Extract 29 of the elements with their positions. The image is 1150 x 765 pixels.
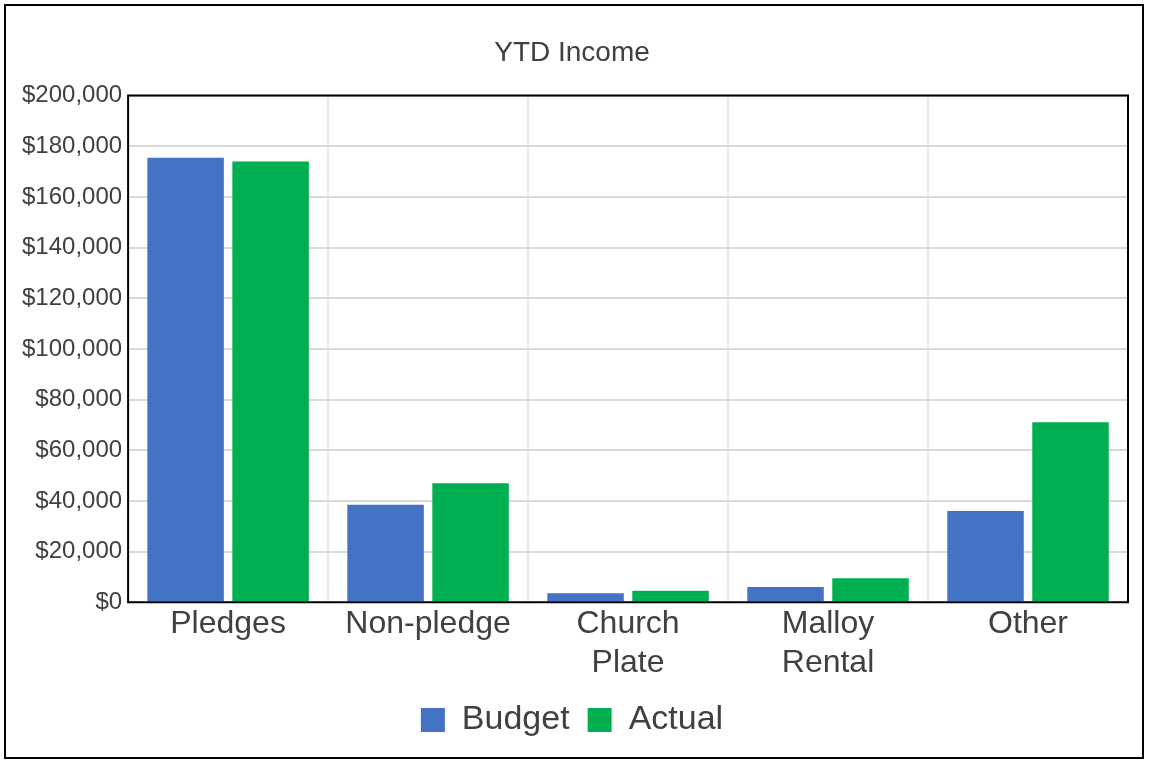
x-tick-label: Church Plate (576, 604, 680, 679)
y-tick-label: $200,000 (21, 80, 123, 108)
bar (832, 578, 909, 602)
bar (347, 504, 424, 602)
legend-label: Actual (628, 698, 724, 737)
y-tick-label: $40,000 (35, 485, 123, 513)
bar (547, 593, 624, 602)
y-tick-label: $80,000 (35, 384, 123, 412)
y-tick-label: $60,000 (35, 434, 123, 462)
y-tick-label: $180,000 (21, 130, 123, 158)
chart-title: YTD Income (494, 35, 650, 67)
y-tick-label: $0 (95, 586, 123, 614)
y-tick-label: $120,000 (21, 282, 123, 310)
x-tick-label: Pledges (170, 604, 286, 641)
y-tick-label: $20,000 (35, 536, 123, 564)
bar (147, 157, 224, 602)
bar (947, 511, 1024, 602)
x-tick-label: Malloy Rental (781, 604, 875, 679)
y-tick-label: $140,000 (21, 232, 123, 260)
y-tick-label: $160,000 (21, 181, 123, 209)
bar (432, 483, 509, 602)
y-tick-label: $100,000 (21, 333, 123, 361)
bar (1032, 422, 1109, 602)
bar (632, 590, 709, 602)
x-tick-label: Non-pledge (345, 604, 511, 641)
bar (747, 587, 824, 602)
bar (232, 161, 309, 602)
legend-label: Budget (461, 698, 571, 737)
x-tick-label: Other (987, 604, 1069, 641)
